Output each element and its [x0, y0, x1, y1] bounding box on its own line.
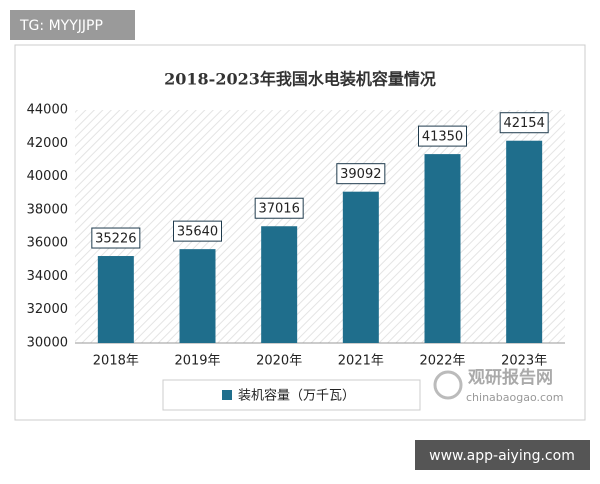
- data-label: 42154: [503, 116, 544, 131]
- y-tick-label: 42000: [27, 136, 68, 151]
- legend-label: 装机容量（万千瓦）: [238, 388, 355, 404]
- bar: [506, 140, 543, 343]
- data-label: 41350: [422, 130, 463, 145]
- x-tick-label: 2021年: [338, 354, 384, 369]
- data-label: 35226: [95, 232, 136, 247]
- data-label-box: [336, 163, 386, 185]
- y-tick-label: 38000: [27, 202, 68, 217]
- y-tick-label: 30000: [27, 336, 68, 351]
- bar: [261, 226, 298, 343]
- y-tick-label: 34000: [27, 269, 68, 284]
- site-box: [415, 440, 590, 470]
- bar: [179, 249, 216, 343]
- plot-area: [75, 110, 565, 343]
- x-tick-label: 2019年: [174, 354, 220, 369]
- logo-text: 观研报告网: [467, 367, 553, 388]
- data-label: 35640: [177, 225, 218, 240]
- chart-title: 2018-2023年我国水电装机容量情况: [164, 70, 436, 89]
- tag-box: [10, 10, 135, 40]
- data-label: 39092: [340, 167, 381, 182]
- logo-url: chinabaogao.com: [466, 391, 564, 404]
- data-label-box: [91, 227, 141, 249]
- x-tick-label: 2020年: [256, 354, 302, 369]
- bar: [342, 191, 379, 343]
- y-tick-label: 36000: [27, 236, 68, 251]
- data-label: 37016: [258, 202, 299, 217]
- y-tick-label: 32000: [27, 302, 68, 317]
- bar: [424, 154, 461, 343]
- x-tick-label: 2022年: [419, 354, 465, 369]
- legend-box: [162, 379, 421, 411]
- logo-icon: [433, 370, 463, 400]
- data-label-box: [418, 125, 467, 147]
- x-tick-label: 2023年: [501, 354, 547, 369]
- data-label-box: [173, 220, 222, 242]
- y-tick-label: 44000: [27, 103, 68, 118]
- legend-swatch: [222, 390, 232, 400]
- data-label-box: [254, 197, 304, 219]
- bar: [97, 256, 134, 343]
- tag-text: TG: MYYJJPP: [19, 18, 103, 34]
- data-label-box: [499, 112, 549, 134]
- site-text: www.app-aiying.com: [429, 448, 575, 464]
- x-tick-label: 2018年: [93, 354, 139, 369]
- y-tick-label: 40000: [27, 169, 68, 184]
